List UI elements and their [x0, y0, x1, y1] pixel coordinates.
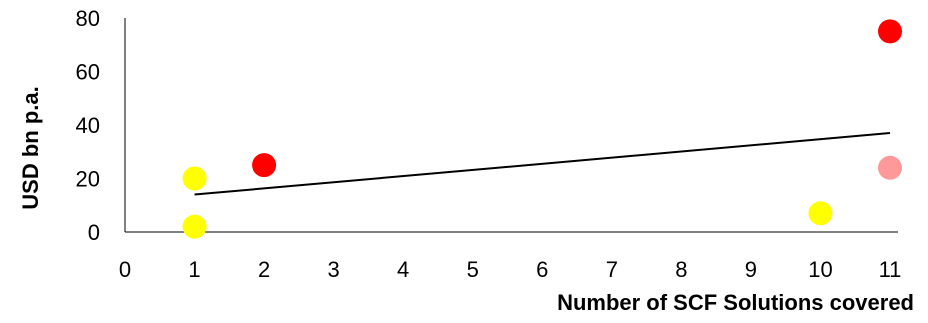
x-axis-title: Number of SCF Solutions covered: [557, 290, 914, 315]
data-point: [878, 155, 902, 180]
tick-labels: 0 1 2 3 4 5 6 7 8 9 10 11 0 20 40 60 80: [76, 6, 902, 282]
data-point: [182, 214, 207, 239]
data-point: [182, 166, 207, 191]
x-tick-label: 3: [328, 257, 340, 282]
x-tick-label: 0: [119, 257, 131, 282]
y-tick-label: 20: [76, 167, 100, 192]
trendline-layer: [194, 132, 891, 196]
x-tick-label: 9: [745, 257, 757, 282]
points-layer: [182, 19, 902, 239]
data-point: [252, 153, 277, 178]
y-tick-label: 60: [76, 60, 100, 85]
x-tick-label: 4: [397, 257, 409, 282]
x-tick-label: 11: [879, 257, 902, 282]
axes: [124, 18, 898, 233]
x-tick-label: 1: [188, 257, 200, 282]
y-axis-title: USD bn p.a.: [18, 86, 43, 209]
trendline: [194, 132, 891, 196]
x-tick-label: 10: [808, 257, 832, 282]
x-tick-label: 5: [467, 257, 479, 282]
x-tick-label: 2: [258, 257, 270, 282]
y-tick-label: 40: [76, 113, 100, 138]
data-point: [878, 19, 902, 44]
x-tick-label: 7: [606, 257, 618, 282]
data-point: [808, 201, 833, 226]
y-tick-label: 80: [76, 6, 100, 31]
x-tick-label: 8: [675, 257, 687, 282]
y-tick-label: 0: [88, 220, 100, 245]
x-tick-label: 6: [536, 257, 548, 282]
